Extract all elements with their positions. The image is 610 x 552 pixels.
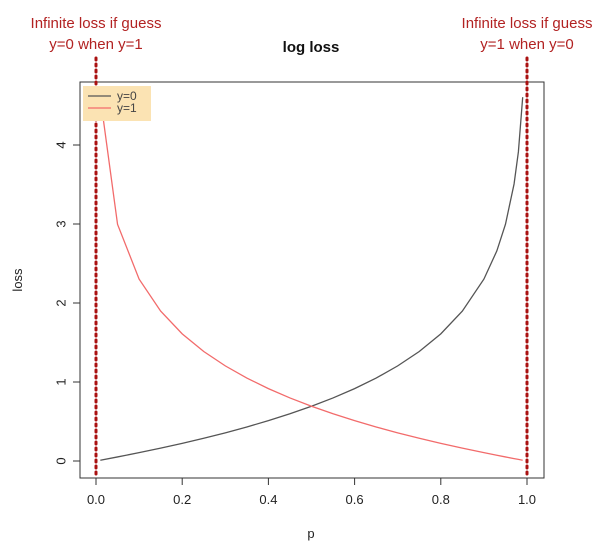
annotation-right-line2: y=1 when y=0 bbox=[480, 36, 573, 53]
legend-label-y0: y=0 bbox=[117, 89, 137, 103]
x-tick-label: 0.2 bbox=[173, 492, 191, 507]
plot-frame bbox=[79, 81, 545, 479]
x-tick-label: 1.0 bbox=[518, 492, 536, 507]
x-tick-label: 0.8 bbox=[432, 492, 450, 507]
annotation-right-line1: Infinite loss if guess bbox=[462, 15, 593, 32]
vline-layer bbox=[94, 56, 529, 480]
legend-box bbox=[83, 86, 151, 121]
legend-label-y1: y=1 bbox=[117, 101, 137, 115]
y-axis-label: loss bbox=[10, 268, 25, 292]
series-line-y1 bbox=[99, 97, 523, 461]
x-axis-label: p bbox=[307, 526, 314, 541]
series-layer bbox=[99, 97, 524, 461]
y-tick-label: 1 bbox=[53, 378, 68, 385]
annotation-left-line1: Infinite loss if guess bbox=[31, 15, 162, 32]
x-tick-label: 0.4 bbox=[259, 492, 277, 507]
x-axis: 0.0 0.2 0.4 0.6 0.8 1.0 bbox=[87, 477, 536, 507]
chart-title: log loss bbox=[283, 39, 340, 56]
legend: y=0 y=1 bbox=[83, 86, 151, 121]
series-line-y0 bbox=[100, 97, 524, 461]
y-tick-label: 3 bbox=[53, 220, 68, 227]
x-tick-label: 0.6 bbox=[346, 492, 364, 507]
x-tick-label: 0.0 bbox=[87, 492, 105, 507]
y-tick-label: 2 bbox=[53, 299, 68, 306]
y-tick-label: 4 bbox=[53, 141, 68, 148]
y-axis: 0 1 2 3 4 bbox=[53, 141, 81, 465]
y-tick-label: 0 bbox=[53, 457, 68, 464]
annotation-left-line2: y=0 when y=1 bbox=[49, 36, 142, 53]
